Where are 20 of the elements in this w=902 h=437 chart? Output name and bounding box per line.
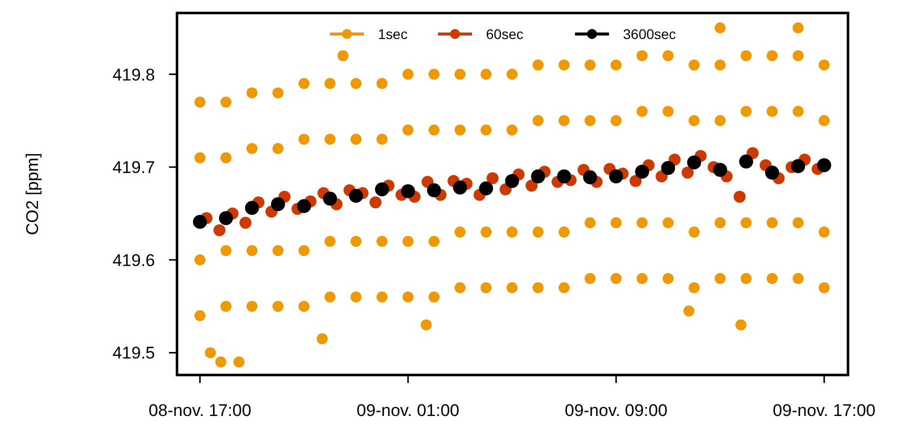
point xyxy=(213,224,226,236)
point xyxy=(486,172,499,184)
point xyxy=(526,180,538,192)
legend-label: 1sec xyxy=(378,26,408,42)
y-tick-label: 419.5 xyxy=(112,344,155,363)
point xyxy=(630,175,642,188)
legend-label: 60sec xyxy=(486,26,524,42)
x-tick-label: 09-nov. 01:00 xyxy=(356,401,460,420)
point xyxy=(682,166,694,179)
legend-label: 3600sec xyxy=(623,26,676,42)
point xyxy=(734,190,746,203)
x-tick-label: 09-nov. 09:00 xyxy=(564,401,668,420)
y-tick-label: 419.6 xyxy=(112,250,155,270)
y-axis-title: CO2 [ppm] xyxy=(23,152,42,236)
x-tick-label: 09-nov. 17:00 xyxy=(772,401,876,420)
x-tick-label: 08-nov. 17:00 xyxy=(148,401,252,420)
y-tick-label: 419.7 xyxy=(112,158,155,178)
point xyxy=(370,196,382,208)
point xyxy=(239,216,252,229)
y-tick-label: 419.8 xyxy=(112,65,155,84)
